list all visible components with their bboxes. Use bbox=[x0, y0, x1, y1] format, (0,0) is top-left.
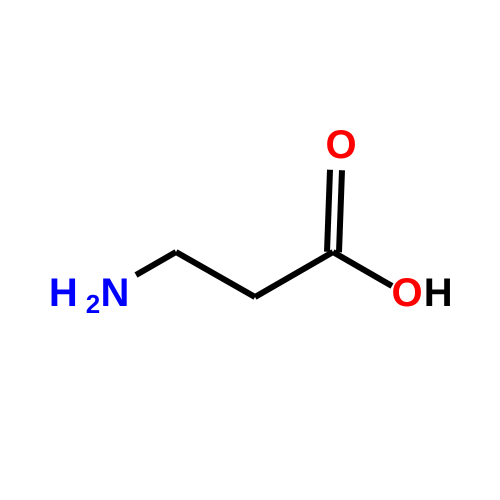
bond bbox=[339, 170, 342, 252]
molecule-diagram: N2HOOH bbox=[0, 0, 500, 500]
atom-hydroxyl-h: H bbox=[424, 271, 453, 315]
atom-nitrogen-h: H bbox=[49, 271, 78, 315]
bond bbox=[327, 170, 330, 252]
atom-nitrogen-sub: 2 bbox=[86, 289, 100, 319]
atom-oxygen-double: O bbox=[325, 123, 356, 167]
atom-nitrogen: N bbox=[101, 271, 130, 315]
atom-oxygen-hydroxyl: O bbox=[391, 271, 422, 315]
canvas-background bbox=[0, 0, 500, 500]
